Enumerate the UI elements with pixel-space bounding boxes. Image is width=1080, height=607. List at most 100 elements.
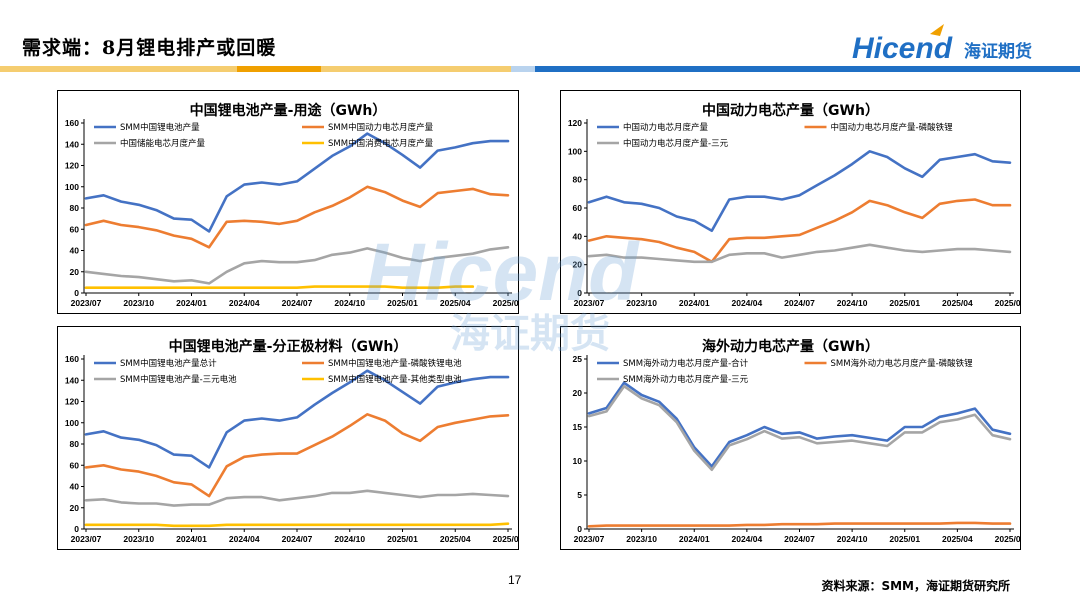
x-tick-label: 2024/04 xyxy=(229,534,260,544)
series-line xyxy=(587,243,1012,264)
x-tick-label: 2025/01 xyxy=(387,534,418,544)
series-line xyxy=(84,246,510,285)
x-tick-label: 2024/07 xyxy=(784,534,815,544)
x-tick-label: 2024/10 xyxy=(837,534,868,544)
x-tick-label: 2025/04 xyxy=(440,298,471,308)
legend-label: SMM中国动力电芯月度产量 xyxy=(328,122,434,133)
chart-title: 中国锂电池产量-分正极材料（GWh） xyxy=(169,338,408,355)
series-line xyxy=(84,185,510,249)
legend-label: 中国动力电芯月度产量-三元 xyxy=(623,138,729,149)
x-tick-label: 2025/04 xyxy=(942,534,973,544)
y-tick-label: 100 xyxy=(568,146,582,156)
legend-label: SMM中国锂电池产量 xyxy=(120,122,200,133)
legend-label: SMM海外动力电芯月度产量-三元 xyxy=(623,374,749,385)
y-tick-label: 100 xyxy=(65,418,79,428)
series-line xyxy=(84,132,510,233)
series-line xyxy=(84,413,510,498)
y-tick-label: 60 xyxy=(573,203,583,213)
chart-title: 中国动力电芯产量（GWh） xyxy=(702,102,879,119)
logo-cn: 海证期货 xyxy=(964,41,1032,62)
series-line xyxy=(84,369,510,469)
x-tick-label: 2023/07 xyxy=(574,534,605,544)
logo-wordmark: Hicend xyxy=(852,32,953,65)
x-tick-label: 2023/10 xyxy=(626,534,657,544)
y-tick-label: 15 xyxy=(573,422,583,432)
chart-panel-4: 海外动力电芯产量（GWh） 0 5 10 15 20 25 2023/07 2023/10 202… xyxy=(560,326,1021,550)
y-tick-label: 160 xyxy=(65,354,79,364)
y-tick-label: 160 xyxy=(65,118,79,128)
x-tick-label: 2025/07 xyxy=(995,534,1020,544)
y-tick-label: 0 xyxy=(577,288,582,298)
legend-label: SMM中国锂电池产量总计 xyxy=(120,358,217,369)
chart-lithium-battery-by-use: 中国锂电池产量-用途（GWh） 0 20 40 60 80 100 120 140 160 2023… xyxy=(65,102,518,308)
x-tick-label: 2023/10 xyxy=(123,298,154,308)
x-tick-label: 2023/07 xyxy=(71,534,102,544)
series-line xyxy=(587,198,1012,264)
chart-overseas-power-cell: 海外动力电芯产量（GWh） 0 5 10 15 20 25 2023/07 2023/10 202… xyxy=(573,338,1020,544)
x-tick-label: 2024/07 xyxy=(282,298,313,308)
x-tick-label: 2024/10 xyxy=(334,298,365,308)
x-tick-label: 2024/10 xyxy=(334,534,365,544)
y-tick-label: 5 xyxy=(577,490,582,500)
y-tick-label: 0 xyxy=(577,524,582,534)
legend-label: SMM中国锂电池产量-其他类型电池 xyxy=(328,374,462,385)
header-bar-segment-3 xyxy=(321,66,511,72)
x-tick-label: 2025/04 xyxy=(440,534,471,544)
x-tick-label: 2023/07 xyxy=(71,298,102,308)
y-tick-label: 20 xyxy=(70,267,80,277)
x-tick-label: 2025/07 xyxy=(493,298,518,308)
x-tick-label: 2025/07 xyxy=(995,298,1020,308)
x-tick-label: 2023/07 xyxy=(574,298,605,308)
legend-label: SMM中国锂电池产量-磷酸铁锂电池 xyxy=(328,358,462,369)
chart-china-power-cell: 中国动力电芯产量（GWh） 0 20 40 60 80 100 120 2023/07 2023/… xyxy=(568,102,1020,308)
series-line xyxy=(84,285,475,289)
y-tick-label: 80 xyxy=(70,203,80,213)
y-tick-label: 25 xyxy=(573,354,583,364)
page-title: 需求端：8月锂电排产或回暖 xyxy=(22,37,277,59)
x-tick-label: 2024/07 xyxy=(784,298,815,308)
y-tick-label: 120 xyxy=(65,161,79,171)
legend-label: SMM海外动力电芯月度产量-合计 xyxy=(623,358,749,369)
legend-label: 中国储能电芯月度产量 xyxy=(120,138,206,149)
chart-panel-3: 中国锂电池产量-分正极材料（GWh） 0 20 40 60 80 100 120 140 160 2… xyxy=(57,326,519,550)
legend-label: 中国动力电芯月度产量-磷酸铁锂 xyxy=(831,122,954,133)
x-tick-label: 2025/07 xyxy=(493,534,518,544)
y-tick-label: 100 xyxy=(65,182,79,192)
chart-title: 海外动力电芯产量（GWh） xyxy=(702,338,879,355)
series-line xyxy=(84,489,510,507)
x-tick-label: 2024/01 xyxy=(679,534,710,544)
y-tick-label: 10 xyxy=(573,456,583,466)
y-tick-label: 80 xyxy=(70,439,80,449)
y-tick-label: 20 xyxy=(70,503,80,513)
y-tick-label: 20 xyxy=(573,260,583,270)
source-note: 资料来源：SMM，海证期货研究所 xyxy=(821,579,1010,593)
legend-label: SMM中国锂电池产量-三元电池 xyxy=(120,374,237,385)
x-tick-label: 2023/10 xyxy=(626,298,657,308)
legend-label: SMM海外动力电芯月度产量-磷酸铁锂 xyxy=(831,358,974,369)
x-tick-label: 2025/01 xyxy=(889,298,920,308)
y-tick-label: 120 xyxy=(65,397,79,407)
y-tick-label: 0 xyxy=(74,524,79,534)
y-tick-label: 60 xyxy=(70,460,80,470)
series-line xyxy=(587,149,1012,232)
hicend-logo: Hicend 海证期货 xyxy=(852,24,1032,65)
chart-panel-2: 中国动力电芯产量（GWh） 0 20 40 60 80 100 120 2023/07 2023/… xyxy=(560,90,1021,314)
page-number: 17 xyxy=(508,573,522,587)
x-tick-label: 2025/01 xyxy=(889,534,920,544)
header-bar-segment-2 xyxy=(237,66,321,72)
legend-label: SMM中国消费电芯月度产量 xyxy=(328,138,434,149)
x-tick-label: 2024/04 xyxy=(229,298,260,308)
x-tick-label: 2024/01 xyxy=(679,298,710,308)
x-tick-label: 2024/01 xyxy=(176,534,207,544)
y-tick-label: 20 xyxy=(573,388,583,398)
header-bar-segment-5 xyxy=(535,66,1080,72)
y-tick-label: 80 xyxy=(573,175,583,185)
y-tick-label: 0 xyxy=(74,288,79,298)
chart-panel-1: 中国锂电池产量-用途（GWh） 0 20 40 60 80 100 120 140 160 2023… xyxy=(57,90,519,314)
series-line xyxy=(587,521,1012,528)
x-tick-label: 2024/04 xyxy=(732,298,763,308)
x-tick-label: 2024/10 xyxy=(837,298,868,308)
header-bar-segment-1 xyxy=(0,66,237,72)
series-line xyxy=(587,384,1012,472)
y-tick-label: 120 xyxy=(568,118,582,128)
